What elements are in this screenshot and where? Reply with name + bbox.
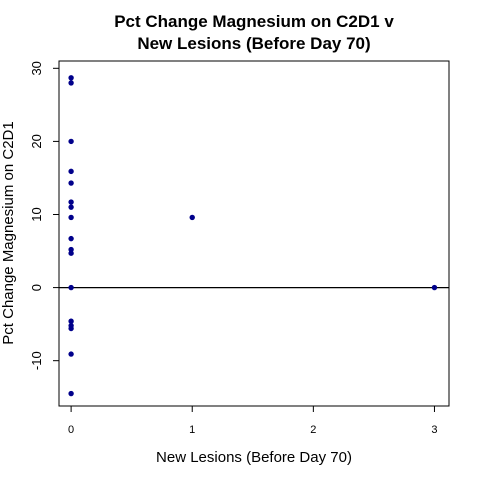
data-point xyxy=(68,80,74,86)
y-tick-label: 20 xyxy=(29,134,44,148)
data-point xyxy=(68,250,74,256)
y-tick-label: 30 xyxy=(29,61,44,75)
x-tick-label: 1 xyxy=(189,424,195,436)
y-tick-label: 10 xyxy=(29,207,44,221)
chart-title-line-2: New Lesions (Before Day 70) xyxy=(137,34,370,53)
x-tick-label: 2 xyxy=(310,424,316,436)
data-point xyxy=(68,351,74,357)
data-point xyxy=(68,199,74,205)
data-point xyxy=(68,168,74,175)
x-axis-label: New Lesions (Before Day 70) xyxy=(156,449,352,466)
data-point xyxy=(68,284,74,291)
data-point xyxy=(68,318,74,324)
data-point xyxy=(68,325,74,332)
data-point xyxy=(68,75,74,81)
data-points xyxy=(68,75,438,397)
data-point xyxy=(68,138,74,145)
data-point xyxy=(189,214,195,221)
data-point xyxy=(68,214,74,221)
chart-title-line-1: Pct Change Magnesium on C2D1 v xyxy=(114,12,394,31)
y-tick-label: -10 xyxy=(29,351,44,370)
plot-frame xyxy=(58,60,450,407)
data-point xyxy=(68,390,74,397)
data-point xyxy=(431,284,438,291)
data-point xyxy=(68,180,74,186)
data-point xyxy=(68,204,74,210)
y-tick-label: 0 xyxy=(29,284,44,291)
x-tick-label: 0 xyxy=(68,424,74,436)
x-tick-label: 3 xyxy=(431,424,437,436)
data-point xyxy=(68,235,74,242)
y-axis: -10 0 10 20 30 xyxy=(29,61,60,370)
x-axis: 0 1 2 3 xyxy=(68,405,438,436)
y-axis-label: Pct Change Magnesium on C2D1 xyxy=(0,121,17,344)
